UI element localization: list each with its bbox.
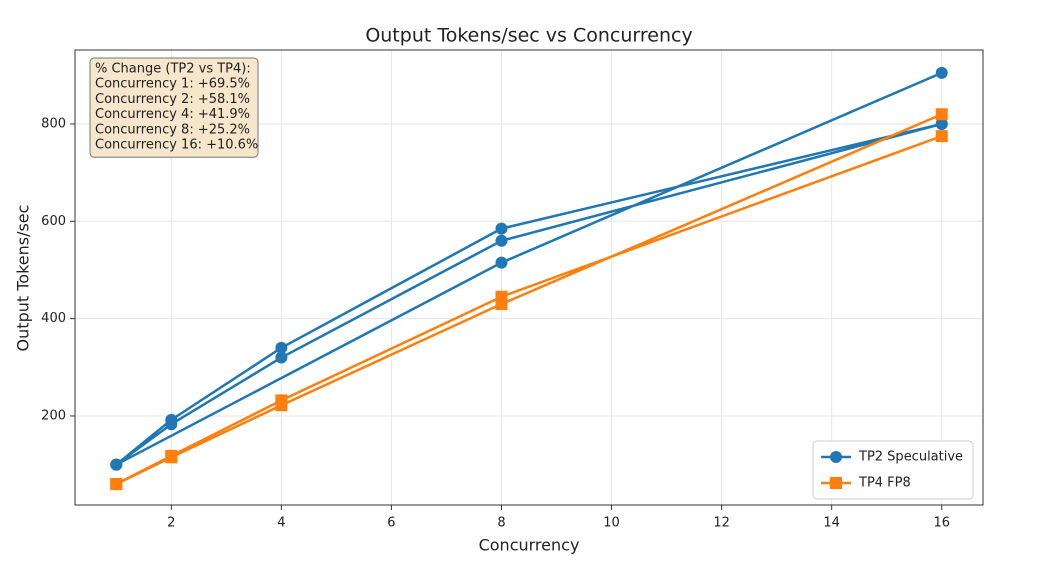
y-axis-label: Output Tokens/sec [14,205,33,352]
data-point [275,399,288,412]
x-tick-label: 16 [933,516,950,531]
data-point [935,66,948,79]
data-point [275,351,288,364]
x-tick-label: 2 [167,516,175,531]
series-line [115,113,943,486]
x-tick-label: 12 [713,516,730,531]
y-tick-label: 400 [41,311,66,326]
annotation-line: Concurrency 4: +41.9% [95,107,250,122]
annotation-line: Concurrency 16: +10.6% [95,138,258,153]
data-point [165,451,178,464]
x-tick-label: 14 [823,516,840,531]
annotation-line: Concurrency 1: +69.5% [95,77,250,92]
x-tick-label: 8 [497,516,505,531]
legend-label: TP2 Speculative [858,450,963,465]
annotation-line: Concurrency 8: +25.2% [95,122,250,137]
y-tick-label: 600 [41,214,66,229]
data-point [935,108,948,121]
data-point [110,478,123,491]
data-point [495,234,508,247]
annotation-box [89,57,259,158]
annotation-line: % Change (TP2 vs TP4): [95,62,251,77]
data-point [935,130,948,143]
data-point [495,256,508,269]
x-axis-label: Concurrency [479,536,580,555]
legend-marker [830,477,842,489]
legend-label: TP4 FP8 [858,476,911,491]
data-point [110,458,123,471]
y-tick-label: 200 [41,408,66,423]
legend-marker [830,451,842,463]
data-point [165,418,178,431]
y-tick-label: 800 [41,116,66,131]
data-point [495,222,508,235]
chart-title: Output Tokens/sec vs Concurrency [365,25,692,47]
plot-frame [74,49,984,506]
x-tick-label: 4 [277,516,285,531]
data-point [275,341,288,354]
legend-box [812,440,974,500]
x-tick-label: 10 [603,516,620,531]
data-point [935,117,948,130]
annotation-line: Concurrency 2: +58.1% [95,92,250,107]
x-tick-label: 6 [387,516,395,531]
data-point [495,298,508,311]
